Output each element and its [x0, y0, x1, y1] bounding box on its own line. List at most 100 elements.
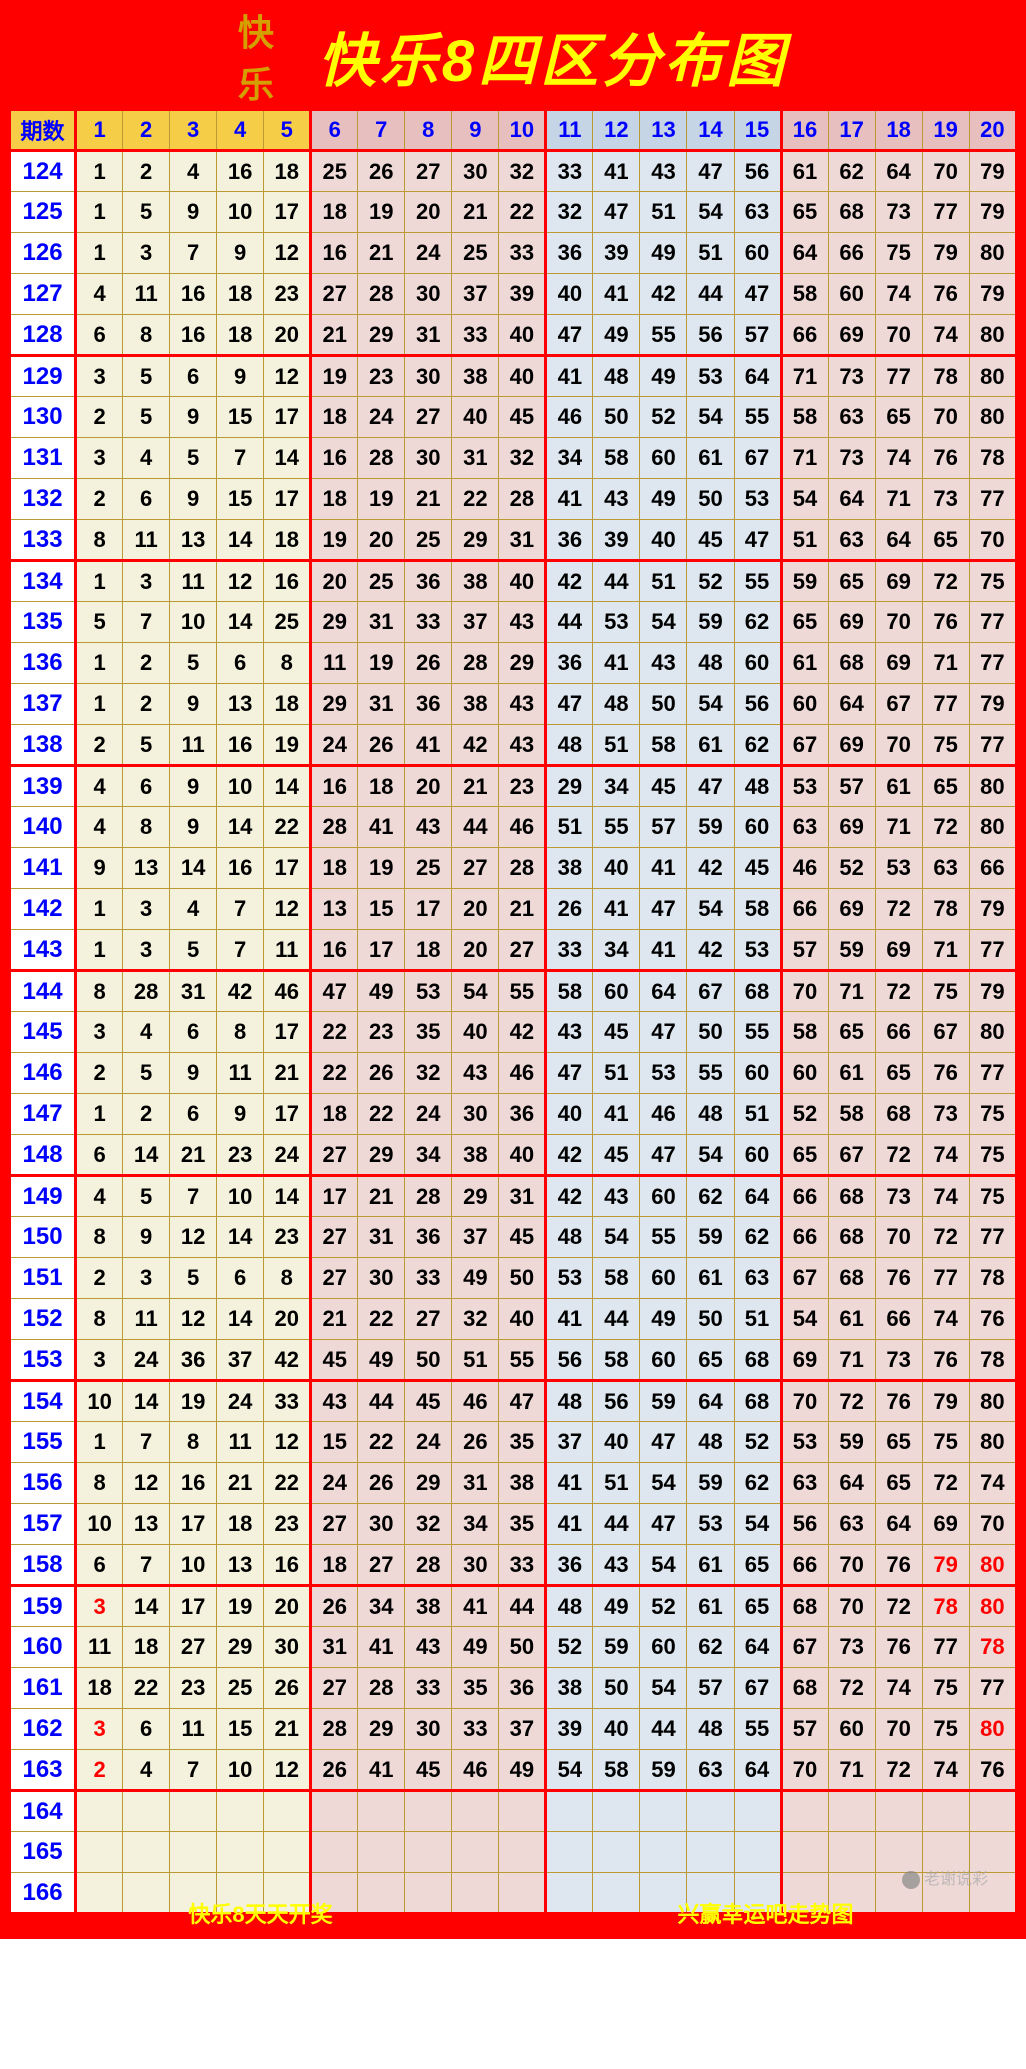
num-cell: 19 — [358, 643, 405, 684]
num-cell: 70 — [875, 1217, 922, 1258]
num-cell: 47 — [546, 1053, 593, 1094]
num-cell: 7 — [217, 889, 264, 930]
num-cell: 65 — [875, 397, 922, 438]
num-cell: 20 — [405, 766, 452, 807]
table-row: 164 — [10, 1791, 1017, 1832]
num-cell: 59 — [687, 807, 734, 848]
num-cell: 16 — [170, 1463, 217, 1504]
num-cell: 74 — [922, 1299, 969, 1340]
num-cell: 61 — [687, 438, 734, 479]
issue-cell: 162 — [10, 1709, 76, 1750]
num-cell: 37 — [499, 1709, 546, 1750]
num-cell: 22 — [123, 1668, 170, 1709]
header-col: 9 — [452, 110, 499, 151]
num-cell: 70 — [828, 1586, 875, 1627]
num-cell: 17 — [405, 889, 452, 930]
num-cell: 75 — [922, 1422, 969, 1463]
num-cell: 29 — [499, 643, 546, 684]
num-cell: 39 — [499, 274, 546, 315]
num-cell: 46 — [546, 397, 593, 438]
num-cell: 80 — [969, 1709, 1016, 1750]
num-cell: 22 — [358, 1094, 405, 1135]
num-cell: 42 — [217, 971, 264, 1012]
num-cell: 41 — [546, 1463, 593, 1504]
num-cell: 28 — [405, 1176, 452, 1217]
num-cell: 77 — [922, 192, 969, 233]
num-cell: 30 — [405, 1709, 452, 1750]
num-cell: 67 — [922, 1012, 969, 1053]
num-cell: 43 — [593, 479, 640, 520]
num-cell: 49 — [593, 1586, 640, 1627]
num-cell: 59 — [781, 561, 828, 602]
num-cell — [828, 1791, 875, 1832]
num-cell: 58 — [593, 438, 640, 479]
num-cell: 6 — [170, 1094, 217, 1135]
num-cell: 56 — [781, 1504, 828, 1545]
issue-cell: 138 — [10, 725, 76, 766]
num-cell: 48 — [687, 1094, 734, 1135]
num-cell: 40 — [452, 1012, 499, 1053]
num-cell: 73 — [828, 438, 875, 479]
num-cell: 80 — [969, 807, 1016, 848]
num-cell: 27 — [452, 848, 499, 889]
num-cell — [640, 1832, 687, 1873]
num-cell: 43 — [640, 643, 687, 684]
num-cell: 73 — [875, 1340, 922, 1381]
num-cell — [922, 1791, 969, 1832]
num-cell: 47 — [640, 889, 687, 930]
num-cell: 44 — [593, 1504, 640, 1545]
num-cell: 12 — [123, 1463, 170, 1504]
num-cell — [264, 1832, 311, 1873]
num-cell: 49 — [640, 233, 687, 274]
num-cell: 66 — [781, 889, 828, 930]
num-cell: 28 — [358, 274, 405, 315]
header-col: 12 — [593, 110, 640, 151]
num-cell: 51 — [452, 1340, 499, 1381]
num-cell: 4 — [76, 1176, 123, 1217]
issue-cell: 159 — [10, 1586, 76, 1627]
num-cell: 69 — [875, 561, 922, 602]
header-col: 11 — [546, 110, 593, 151]
num-cell: 77 — [969, 725, 1016, 766]
num-cell: 79 — [969, 192, 1016, 233]
num-cell: 17 — [264, 1094, 311, 1135]
num-cell: 44 — [687, 274, 734, 315]
num-cell: 11 — [170, 561, 217, 602]
num-cell: 9 — [170, 192, 217, 233]
num-cell: 8 — [76, 520, 123, 561]
num-cell: 1 — [76, 930, 123, 971]
num-cell: 74 — [922, 1176, 969, 1217]
num-cell: 48 — [593, 356, 640, 397]
num-cell: 60 — [781, 1053, 828, 1094]
num-cell: 60 — [734, 643, 781, 684]
table-row: 1286816182021293133404749555657666970748… — [10, 315, 1017, 356]
num-cell: 14 — [217, 520, 264, 561]
num-cell: 51 — [640, 561, 687, 602]
num-cell: 45 — [640, 766, 687, 807]
num-cell: 23 — [499, 766, 546, 807]
num-cell: 76 — [875, 1627, 922, 1668]
num-cell: 48 — [593, 684, 640, 725]
num-cell: 4 — [76, 274, 123, 315]
num-cell: 30 — [405, 438, 452, 479]
issue-cell: 134 — [10, 561, 76, 602]
num-cell — [170, 1791, 217, 1832]
num-cell: 21 — [358, 233, 405, 274]
num-cell: 16 — [264, 561, 311, 602]
num-cell: 38 — [452, 684, 499, 725]
num-cell: 40 — [640, 520, 687, 561]
num-cell: 43 — [452, 1053, 499, 1094]
num-cell: 76 — [922, 274, 969, 315]
num-cell: 10 — [217, 766, 264, 807]
issue-cell: 155 — [10, 1422, 76, 1463]
num-cell: 56 — [546, 1340, 593, 1381]
num-cell: 57 — [781, 1709, 828, 1750]
num-cell: 30 — [452, 1545, 499, 1586]
num-cell: 63 — [828, 1504, 875, 1545]
title-row: 快乐 快乐8四区分布图 — [8, 10, 1018, 108]
issue-cell: 148 — [10, 1135, 76, 1176]
table-row: 1382511161924264142434851586162676970757… — [10, 725, 1017, 766]
issue-cell: 141 — [10, 848, 76, 889]
table-row: 1341311121620253638404244515255596569727… — [10, 561, 1017, 602]
num-cell: 14 — [123, 1135, 170, 1176]
